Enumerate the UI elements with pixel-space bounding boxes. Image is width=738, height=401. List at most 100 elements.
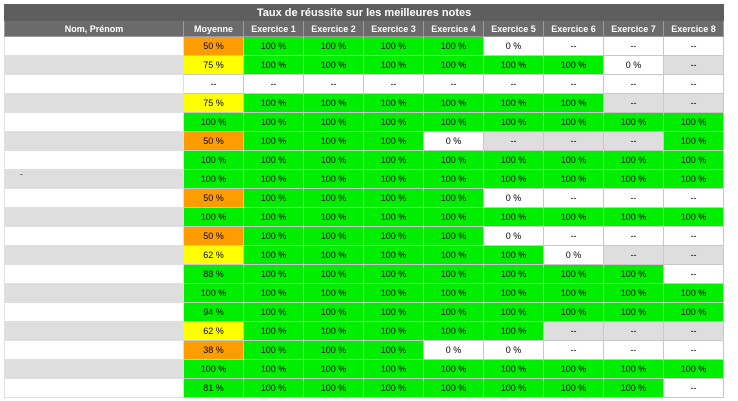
exercise-6-cell: 100 % [543, 93, 604, 113]
table-row: 100 % 100 % 100 % 100 % 100 % 100 % 100 % 100 %… [4, 207, 725, 227]
exercise-1-cell: 100 % [243, 188, 304, 208]
exercise-3-cell: 100 % [363, 188, 424, 208]
exercise-1-cell: 100 % [243, 245, 304, 265]
exercise-8-cell: 100 % [662, 169, 725, 189]
student-name-cell [4, 359, 184, 379]
average-cell: 62 % [183, 245, 244, 265]
exercise-1-cell: 100 % [243, 150, 304, 170]
exercise-5-cell: -- [483, 74, 544, 94]
exercise-4-cell: 100 % [423, 112, 484, 132]
exercise-1-cell: 100 % [243, 264, 304, 284]
exercise-4-cell: 100 % [423, 245, 484, 265]
average-cell: 81 % [183, 378, 244, 398]
average-cell: 50 % [183, 36, 244, 56]
student-name-cell [4, 264, 184, 284]
exercise-8-cell: -- [662, 226, 725, 246]
exercise-1-cell: 100 % [243, 340, 304, 360]
exercise-5-cell: -- [483, 131, 544, 151]
student-name-cell [4, 188, 184, 208]
exercise-8-cell: -- [662, 36, 725, 56]
exercise-5-cell: 100 % [483, 321, 544, 341]
exercise-6-cell: 100 % [543, 207, 604, 227]
table-row: 88 % 100 % 100 % 100 % 100 % 100 % 100 % 100 % -… [4, 264, 725, 284]
exercise-2-cell: 100 % [303, 169, 364, 189]
exercise-6-cell: 100 % [543, 150, 604, 170]
student-name-cell [4, 150, 184, 170]
header-exercice-8[interactable]: Exercice 8 [662, 20, 725, 37]
exercise-7-cell: -- [603, 188, 664, 208]
header-exercice-1[interactable]: Exercice 1 [243, 20, 304, 37]
exercise-7-cell: 100 % [603, 302, 664, 322]
exercise-2-cell: 100 % [303, 283, 364, 303]
table-row: 100 % 100 % 100 % 100 % 100 % 100 % 100 % 100 %… [4, 283, 725, 303]
header-exercice-7[interactable]: Exercice 7 [603, 20, 664, 37]
exercise-7-cell: -- [603, 245, 664, 265]
table-title: Taux de réussite sur les meilleures note… [3, 4, 725, 21]
exercise-3-cell: 100 % [363, 36, 424, 56]
exercise-2-cell: 100 % [303, 131, 364, 151]
table-row: 50 % 100 % 100 % 100 % 0 % -- -- -- 100 % [4, 131, 725, 151]
exercise-1-cell: 100 % [243, 378, 304, 398]
exercise-6-cell: 100 % [543, 378, 604, 398]
exercise-8-cell: -- [662, 321, 725, 341]
exercise-8-cell: 100 % [662, 112, 725, 132]
exercise-7-cell: 100 % [603, 150, 664, 170]
exercise-4-cell: 0 % [423, 340, 484, 360]
exercise-5-cell: 100 % [483, 264, 544, 284]
exercise-7-cell: 100 % [603, 112, 664, 132]
exercise-8-cell: 100 % [662, 283, 725, 303]
header-exercice-3[interactable]: Exercice 3 [363, 20, 424, 37]
table-row: 94 % 100 % 100 % 100 % 100 % 100 % 100 % 100 % 1… [4, 302, 725, 322]
exercise-6-cell: -- [543, 321, 604, 341]
header-exercice-4[interactable]: Exercice 4 [423, 20, 484, 37]
table-row: 75 % 100 % 100 % 100 % 100 % 100 % 100 % -- -- [4, 93, 725, 113]
exercise-4-cell: 100 % [423, 150, 484, 170]
exercise-1-cell: 100 % [243, 226, 304, 246]
exercise-3-cell: 100 % [363, 112, 424, 132]
exercise-3-cell: 100 % [363, 55, 424, 75]
header-name[interactable]: Nom, Prénom [4, 20, 184, 37]
exercise-8-cell: -- [662, 93, 725, 113]
exercise-6-cell: -- [543, 226, 604, 246]
title-row: Taux de réussite sur les meilleures note… [3, 4, 725, 21]
exercise-2-cell: -- [303, 74, 364, 94]
exercise-3-cell: 100 % [363, 321, 424, 341]
exercise-1-cell: -- [243, 74, 304, 94]
header-moyenne[interactable]: Moyenne [183, 20, 244, 37]
exercise-4-cell: 100 % [423, 283, 484, 303]
exercise-2-cell: 100 % [303, 302, 364, 322]
exercise-8-cell: 100 % [662, 302, 725, 322]
student-name-cell [4, 321, 184, 341]
exercise-5-cell: 100 % [483, 150, 544, 170]
average-cell: 75 % [183, 55, 244, 75]
exercise-6-cell: -- [543, 36, 604, 56]
exercise-4-cell: 100 % [423, 36, 484, 56]
exercise-7-cell: 100 % [603, 169, 664, 189]
table-body: 50 % 100 % 100 % 100 % 100 % 0 % -- -- -- 75 % 100… [4, 36, 725, 398]
exercise-3-cell: 100 % [363, 283, 424, 303]
exercise-1-cell: 100 % [243, 283, 304, 303]
exercise-6-cell: -- [543, 74, 604, 94]
exercise-5-cell: 100 % [483, 378, 544, 398]
exercise-5-cell: 100 % [483, 55, 544, 75]
exercise-4-cell: 100 % [423, 226, 484, 246]
exercise-7-cell: -- [603, 74, 664, 94]
header-exercice-2[interactable]: Exercice 2 [303, 20, 364, 37]
exercise-1-cell: 100 % [243, 169, 304, 189]
exercise-8-cell: 100 % [662, 359, 725, 379]
average-cell: 100 % [183, 169, 244, 189]
exercise-1-cell: 100 % [243, 359, 304, 379]
exercise-1-cell: 100 % [243, 131, 304, 151]
exercise-4-cell: 100 % [423, 93, 484, 113]
exercise-4-cell: 100 % [423, 188, 484, 208]
header-exercice-6[interactable]: Exercice 6 [543, 20, 604, 37]
table-row: 100 % 100 % 100 % 100 % 100 % 100 % 100 % 100 %… [4, 359, 725, 379]
exercise-4-cell: 100 % [423, 169, 484, 189]
exercise-6-cell: 100 % [543, 359, 604, 379]
exercise-6-cell: 100 % [543, 283, 604, 303]
student-name-cell [4, 112, 184, 132]
exercise-6-cell: 100 % [543, 169, 604, 189]
header-exercice-5[interactable]: Exercice 5 [483, 20, 544, 37]
exercise-6-cell: 100 % [543, 112, 604, 132]
exercise-3-cell: -- [363, 74, 424, 94]
